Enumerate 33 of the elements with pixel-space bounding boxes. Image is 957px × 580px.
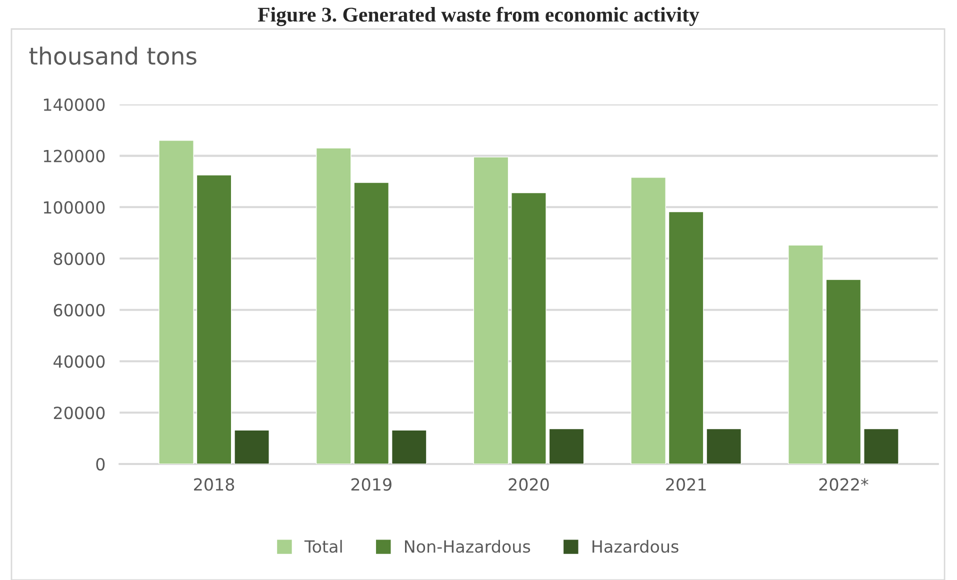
bar: [316, 148, 352, 464]
bar: [706, 428, 742, 464]
bar: [473, 156, 509, 464]
bar: [864, 428, 899, 464]
bar: [788, 244, 824, 464]
legend-label: Non-Hazardous: [405, 540, 530, 553]
bar: [826, 279, 862, 464]
x-tick-label: 2020: [508, 478, 549, 491]
bar: [630, 176, 666, 464]
legend-label: Hazardous: [592, 540, 678, 553]
bar: [391, 430, 427, 464]
x-tick-label: 2022*: [819, 478, 868, 491]
y-tick-label: 40000: [54, 355, 105, 368]
y-tick-label: 80000: [54, 252, 105, 266]
y-axis-title: thousand tons: [29, 46, 196, 65]
x-tick-label: 2021: [666, 478, 706, 491]
bar: [196, 174, 232, 464]
y-tick-label: 60000: [54, 304, 105, 316]
bar: [668, 211, 704, 464]
bar: [511, 192, 546, 464]
legend-label: Total: [304, 540, 342, 553]
y-tick-label: 120000: [44, 150, 105, 162]
bar: [234, 430, 270, 464]
x-tick-label: 2018: [194, 478, 234, 491]
y-tick-label: 20000: [54, 406, 105, 420]
y-tick-label: 140000: [44, 98, 105, 111]
bar: [158, 140, 194, 464]
bar: [548, 428, 584, 464]
bar: [354, 182, 390, 464]
x-tick-label: 2019: [351, 478, 392, 491]
y-tick-label: 100000: [44, 201, 105, 214]
y-tick-label: 0: [96, 458, 105, 471]
chart-title: Figure 3. Generated waste from economic activity: [258, 6, 700, 26]
